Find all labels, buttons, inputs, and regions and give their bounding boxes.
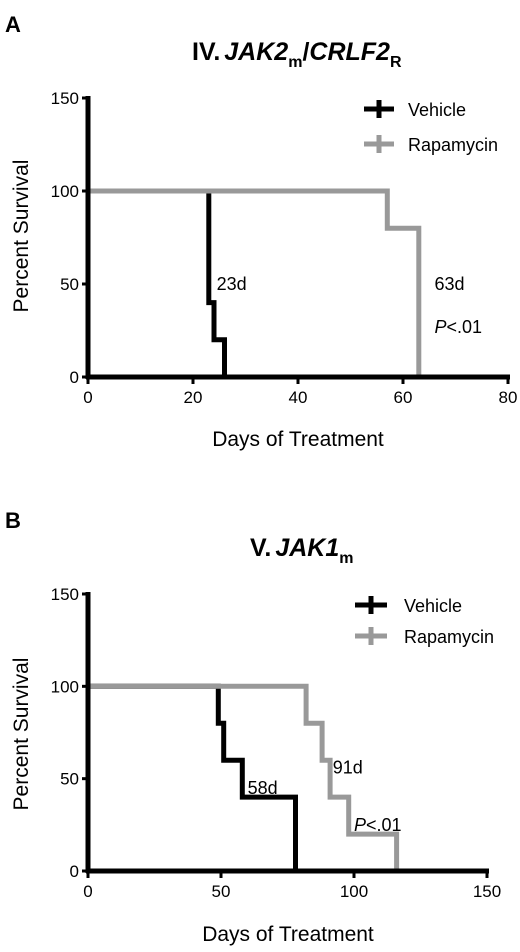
x-tick-label: 100 [340,882,368,901]
legend-swatch-rapamycin [355,627,387,645]
panel-b-title: V. JAK1m [250,534,353,567]
panel-b-letter: B [5,508,21,533]
legend-label-vehicle: Vehicle [404,596,462,616]
x-tick-label: 40 [289,388,308,407]
series-line-vehicle [88,683,298,871]
panel-a-title-sep: / [302,38,309,66]
y-tick-label: 150 [51,585,79,604]
y-tick-label: 100 [51,677,79,696]
panel-a-ylabel: Percent Survival [10,160,33,313]
y-tick-label: 0 [70,368,79,387]
legend-label-vehicle: Vehicle [408,100,466,120]
legend-swatch-vehicle [364,100,394,118]
panel-b-title-main: V. [250,534,271,562]
panel-a-title-sub1: m [288,54,302,71]
legend-label-rapamycin: Rapamycin [404,627,494,647]
annotation: P<.01 [435,317,483,337]
annotation: 91d [333,758,363,778]
panel-b-ylabel: Percent Survival [10,658,33,811]
series-line-rapamycin [88,683,400,871]
panel-b-xlabel: Days of Treatment [202,923,374,946]
panel-a-title-gene2: CRLF2 [309,38,390,66]
x-tick-label: 0 [83,388,92,407]
series-line-vehicle [88,188,227,377]
series-line-rapamycin [88,188,422,377]
annotation: 58d [248,778,278,798]
panel-a: A IV. JAK2m/CRLF2R Percent Survival Days … [5,12,517,451]
y-tick-label: 0 [70,862,79,881]
panel-a-title-main: IV. [192,38,220,66]
panel-a-title-sub2: R [390,54,402,71]
panel-b: B V. JAK1m Percent Survival Days of Treat… [5,508,501,946]
annotation: 23d [217,274,247,294]
x-tick-label: 50 [212,882,231,901]
x-tick-label: 0 [83,882,92,901]
x-tick-label: 80 [499,388,518,407]
y-tick-label: 100 [51,182,79,201]
legend-swatch-rapamycin [364,135,394,153]
x-tick-label: 60 [394,388,413,407]
panel-a-xlabel: Days of Treatment [212,428,384,451]
y-tick-label: 50 [60,770,79,789]
panel-b-title-sub1: m [339,550,353,567]
panel-a-legend: Vehicle Rapamycin [364,100,498,155]
panel-b-plot: 0 50 100 150 0 50 100 150 58d 91d P<.01 [51,585,502,901]
panel-b-title-gene1: JAK1 [275,534,339,562]
annotation: P<.01 [354,815,402,835]
panel-a-letter: A [5,12,21,37]
legend-label-rapamycin: Rapamycin [408,135,498,155]
x-tick-label: 20 [184,388,203,407]
panel-a-plot: 0 50 100 150 0 20 40 60 80 23d 63d P<.01 [51,89,518,407]
annotation: 63d [435,274,465,294]
panel-a-title-gene1: JAK2 [224,38,288,66]
legend-swatch-vehicle [355,596,387,614]
y-tick-label: 50 [60,275,79,294]
x-tick-label: 150 [473,882,501,901]
y-tick-label: 150 [51,89,79,108]
panel-b-legend: Vehicle Rapamycin [355,596,494,647]
panel-a-title: IV. JAK2m/CRLF2R [192,38,402,71]
